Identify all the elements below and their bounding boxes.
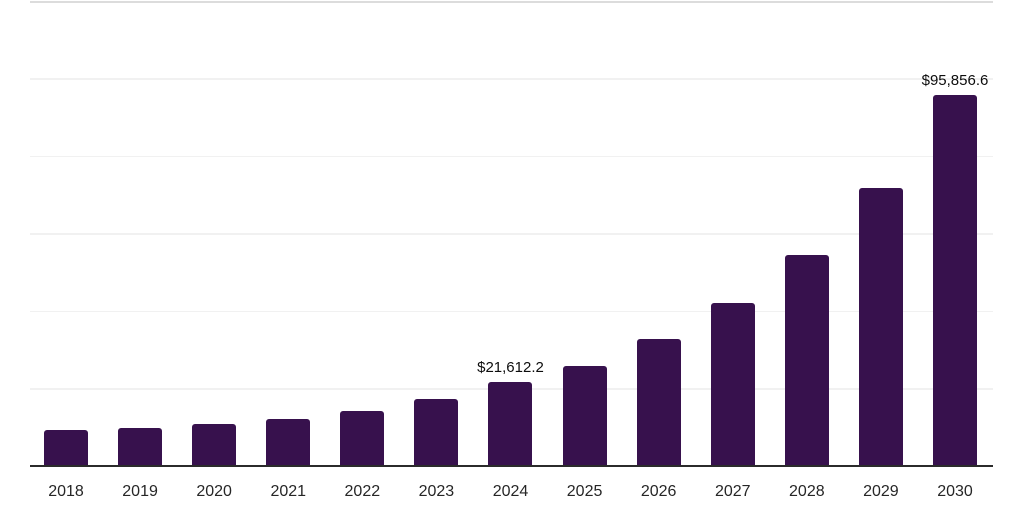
x-tick-2022: 2022: [344, 483, 381, 500]
gridline: [30, 155, 993, 157]
gridline: [30, 78, 993, 80]
x-tick-2023: 2023: [418, 483, 455, 500]
bar-2030: [932, 94, 977, 466]
bar-2020: [192, 424, 237, 466]
x-tick-2021: 2021: [270, 483, 307, 500]
plot-top-border: [30, 0, 993, 3]
bar-2019: [118, 428, 163, 466]
bar-2023: [414, 399, 459, 466]
gridline: [30, 233, 993, 235]
value-label-2024: $21,612.2: [477, 359, 544, 377]
bar-2027: [710, 303, 755, 466]
x-tick-2018: 2018: [48, 483, 84, 500]
bar-2018: [44, 429, 88, 466]
x-tick-2028: 2028: [789, 483, 825, 500]
bar-2022: [340, 410, 385, 466]
bar-2029: [858, 187, 903, 466]
gridline: [30, 310, 993, 312]
bar-2021: [266, 418, 311, 466]
x-axis-line: [30, 465, 993, 467]
bar-2026: [636, 338, 681, 466]
x-tick-2027: 2027: [714, 483, 751, 500]
x-tick-2030: 2030: [937, 483, 973, 500]
x-tick-2024: 2024: [492, 483, 529, 500]
x-tick-2029: 2029: [863, 483, 899, 500]
x-tick-2019: 2019: [122, 483, 158, 500]
x-tick-2026: 2026: [640, 483, 677, 500]
bar-2025: [562, 366, 607, 466]
x-tick-2020: 2020: [196, 483, 232, 500]
value-label-2030: $95,856.6: [921, 71, 989, 89]
bar-2024: [488, 382, 533, 466]
x-tick-2025: 2025: [566, 483, 603, 500]
bar-2028: [784, 255, 829, 466]
